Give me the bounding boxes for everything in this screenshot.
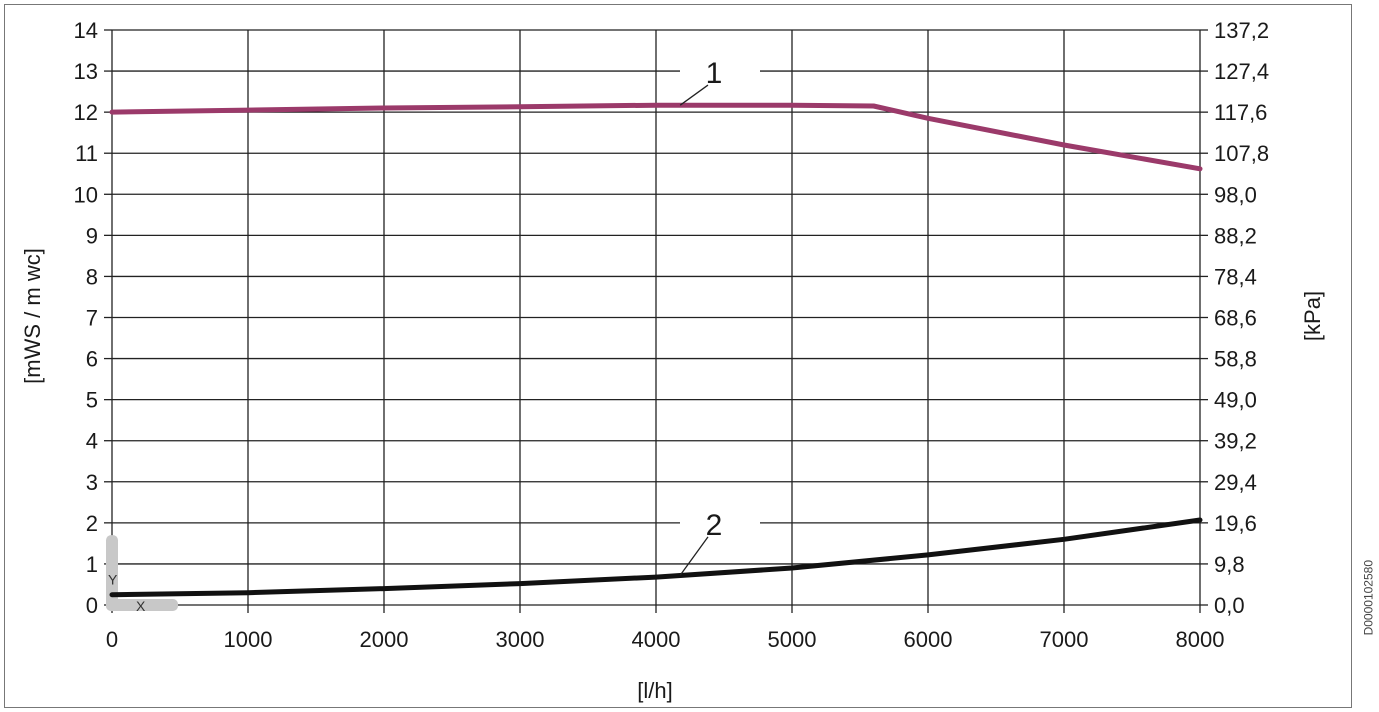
- tick-label-right: 137,2: [1214, 18, 1269, 43]
- y-axis-right-ticks: 0,0 9,8 19,6 29,4 39,2 49,0 58,8 68,6 78,4 88,2 98…: [1214, 18, 1269, 618]
- grid: [104, 29, 1208, 613]
- y-axis-left-label: [mWS / m wc]: [20, 248, 45, 384]
- tick-label-right: 98,0: [1214, 182, 1257, 207]
- tick-label-right: 107,8: [1214, 141, 1269, 166]
- tick-label-left: 4: [86, 429, 98, 454]
- inset-y-bar: [106, 535, 118, 611]
- tick-label-left: 10: [74, 182, 98, 207]
- series-group: 12: [109, 57, 1203, 598]
- tick-label-right: 0,0: [1214, 593, 1245, 618]
- tick-label-right: 68,6: [1214, 306, 1257, 331]
- tick-label-right: 29,4: [1214, 470, 1257, 495]
- tick-label-right: 9,8: [1214, 552, 1245, 577]
- tick-label-x: 6000: [904, 627, 953, 652]
- tick-label-left: 6: [86, 347, 98, 372]
- tick-label-right: 127,4: [1214, 59, 1269, 84]
- tick-label-left: 11: [75, 141, 98, 166]
- tick-label-right: 78,4: [1214, 264, 1257, 289]
- tick-label-x: 5000: [768, 627, 817, 652]
- tick-label-x: 1000: [224, 627, 273, 652]
- tick-label-left: 14: [74, 18, 98, 43]
- tick-label-right: 58,8: [1214, 347, 1257, 372]
- inset-x-letter: X: [136, 598, 146, 614]
- tick-label-left: 2: [86, 511, 98, 536]
- tick-label-left: 5: [86, 388, 98, 413]
- tick-label-left: 8: [86, 264, 98, 289]
- inset-x-bar: [106, 599, 178, 611]
- tick-label-right: 19,6: [1214, 511, 1257, 536]
- series-line-1: [109, 102, 1203, 172]
- tick-label-left: 7: [86, 306, 98, 331]
- tick-label-right: 39,2: [1214, 429, 1257, 454]
- tick-label-left: 13: [74, 59, 98, 84]
- tick-label-right: 88,2: [1214, 223, 1257, 248]
- y-axis-right-label: [kPa]: [1300, 291, 1325, 341]
- document-code: D0000102580: [1361, 560, 1375, 636]
- tick-label-x: 0: [106, 627, 118, 652]
- tick-label-left: 3: [86, 470, 98, 495]
- tick-label-left: 9: [86, 223, 98, 248]
- tick-label-x: 3000: [496, 627, 545, 652]
- axis-inset-icon: YX: [106, 535, 178, 614]
- series-line-2: [109, 517, 1203, 598]
- curve-leader-1: [679, 84, 709, 106]
- tick-label-x: 2000: [360, 627, 409, 652]
- curve-label-2: 2: [706, 509, 723, 542]
- tick-label-right: 49,0: [1214, 388, 1257, 413]
- tick-label-left: 1: [86, 552, 98, 577]
- tick-label-left: 12: [74, 100, 98, 125]
- curve-leader-2: [679, 536, 709, 576]
- x-axis-ticks: 0 1000 2000 3000 4000 5000 6000 7000 8000: [106, 627, 1225, 652]
- tick-label-x: 8000: [1176, 627, 1225, 652]
- tick-label-x: 7000: [1040, 627, 1089, 652]
- tick-label-x: 4000: [632, 627, 681, 652]
- tick-label-left: 0: [86, 593, 98, 618]
- inset-y-letter: Y: [108, 571, 118, 587]
- chart-frame: [4, 4, 1352, 708]
- x-axis-label: [l/h]: [637, 678, 672, 703]
- curve-label-1: 1: [706, 57, 723, 90]
- tick-label-right: 117,6: [1214, 100, 1267, 125]
